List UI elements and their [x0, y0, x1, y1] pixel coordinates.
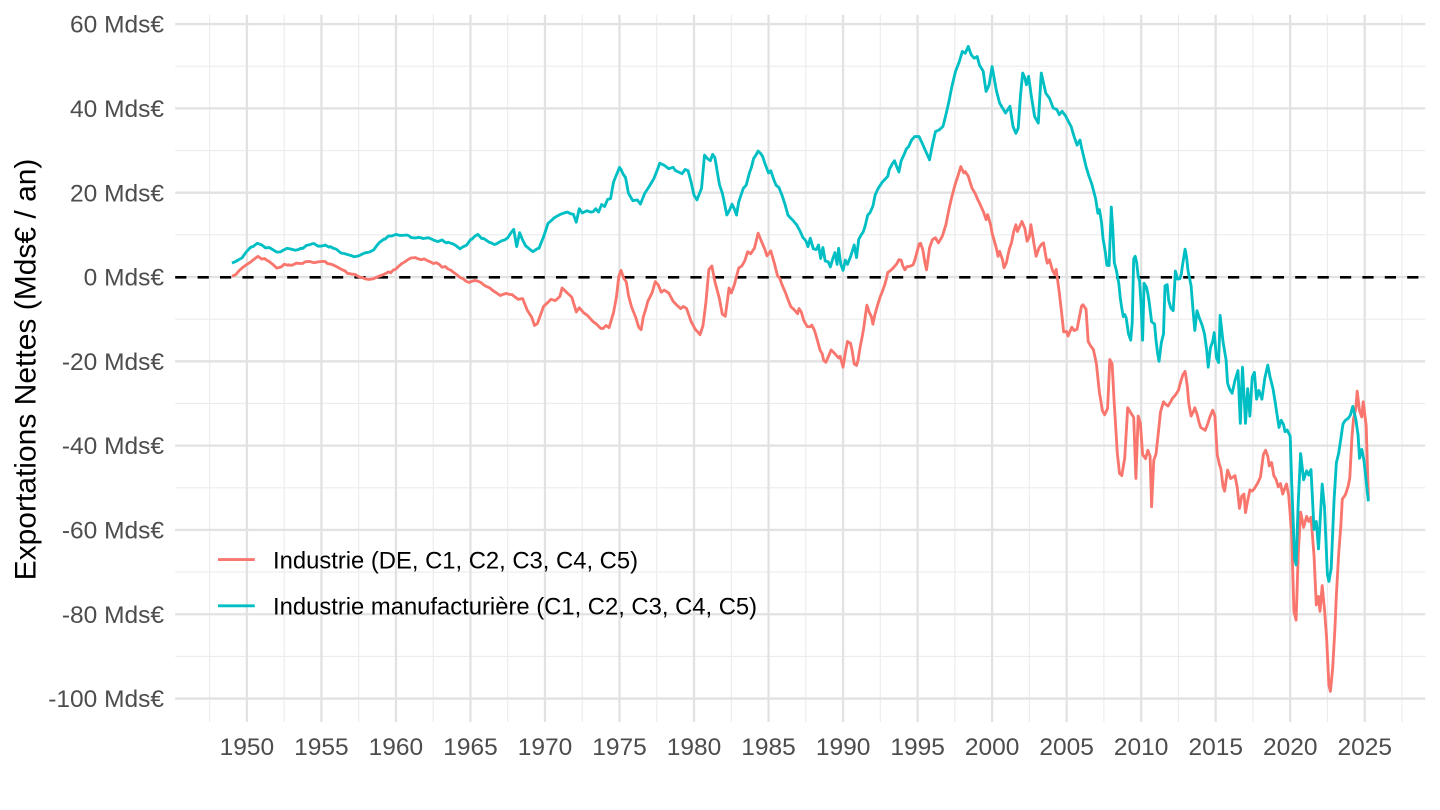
svg-text:1970: 1970	[518, 734, 573, 761]
svg-text:2020: 2020	[1263, 734, 1318, 761]
svg-text:-100 Mds€: -100 Mds€	[48, 686, 164, 713]
svg-text:1975: 1975	[592, 734, 647, 761]
svg-text:2015: 2015	[1188, 734, 1243, 761]
svg-text:1985: 1985	[741, 734, 796, 761]
svg-text:2010: 2010	[1114, 734, 1169, 761]
svg-text:2005: 2005	[1039, 734, 1094, 761]
svg-text:-40 Mds€: -40 Mds€	[62, 433, 165, 460]
svg-text:Industrie (DE, C1, C2, C3, C4,: Industrie (DE, C1, C2, C3, C4, C5)	[273, 547, 638, 574]
svg-text:1995: 1995	[890, 734, 945, 761]
svg-text:1950: 1950	[220, 734, 275, 761]
svg-text:1955: 1955	[294, 734, 349, 761]
svg-text:Industrie manufacturière (C1,: Industrie manufacturière (C1, C2, C3, C4…	[273, 594, 757, 621]
svg-text:1990: 1990	[816, 734, 871, 761]
svg-text:Exportations Nettes (Mds€ / an: Exportations Nettes (Mds€ / an)	[10, 159, 43, 581]
svg-text:1980: 1980	[667, 734, 722, 761]
svg-text:1960: 1960	[369, 734, 424, 761]
svg-text:0 Mds€: 0 Mds€	[84, 265, 165, 292]
svg-text:-60 Mds€: -60 Mds€	[62, 518, 165, 545]
svg-text:60 Mds€: 60 Mds€	[70, 12, 164, 39]
svg-text:-80 Mds€: -80 Mds€	[62, 602, 165, 629]
svg-text:40 Mds€: 40 Mds€	[70, 96, 164, 123]
svg-text:1965: 1965	[443, 734, 498, 761]
svg-text:-20 Mds€: -20 Mds€	[62, 349, 165, 376]
svg-text:2000: 2000	[965, 734, 1020, 761]
svg-text:20 Mds€: 20 Mds€	[70, 180, 164, 207]
svg-text:2025: 2025	[1337, 734, 1392, 761]
